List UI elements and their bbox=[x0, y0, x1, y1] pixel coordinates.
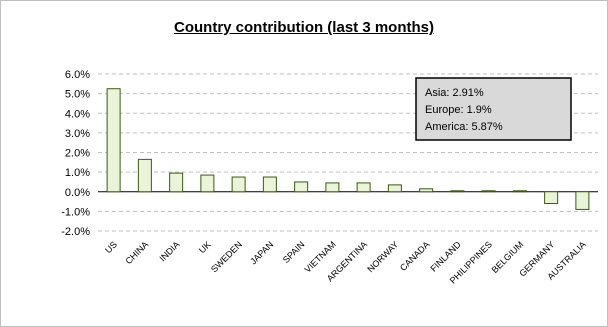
bar-argentina bbox=[356, 182, 371, 193]
x-category-label: INDIA bbox=[157, 239, 181, 263]
bar-japan bbox=[262, 176, 277, 193]
x-category-label: NORWAY bbox=[365, 239, 400, 274]
y-tick-label: -2.0% bbox=[61, 226, 90, 238]
y-tick-label: 5.0% bbox=[65, 89, 90, 101]
x-category-label: SPAIN bbox=[281, 239, 307, 265]
y-tick-label: 4.0% bbox=[65, 108, 90, 120]
x-category-label: CHINA bbox=[123, 239, 150, 266]
x-category-label: US bbox=[103, 239, 119, 255]
bars bbox=[106, 88, 590, 210]
x-category-label: CANADA bbox=[398, 239, 432, 273]
bar-australia bbox=[575, 191, 590, 210]
annotation-europe: Europe: 1.9% bbox=[425, 104, 492, 116]
x-category-label: JAPAN bbox=[248, 239, 275, 266]
bar-us bbox=[106, 88, 121, 193]
bar-philippines bbox=[481, 190, 496, 193]
bar-china bbox=[137, 158, 152, 193]
bar-india bbox=[169, 172, 184, 193]
x-category-label: UK bbox=[197, 239, 213, 255]
bar-spain bbox=[294, 181, 309, 193]
y-tick-label: 2.0% bbox=[65, 148, 90, 160]
y-tick-label: 6.0% bbox=[65, 69, 90, 81]
y-tick-label: 3.0% bbox=[65, 128, 90, 140]
y-tick-label: 0.0% bbox=[65, 187, 90, 199]
y-tick-label: -1.0% bbox=[61, 206, 90, 218]
annotation-box: Asia: 2.91% Europe: 1.9% America: 5.87% bbox=[415, 77, 572, 141]
annotation-asia: Asia: 2.91% bbox=[425, 87, 484, 99]
bar-sweden bbox=[231, 176, 246, 193]
annotation-america: America: 5.87% bbox=[425, 121, 503, 133]
bar-belgium bbox=[512, 190, 527, 193]
annotation-box-bg bbox=[415, 77, 572, 141]
bar-canada bbox=[419, 188, 434, 193]
bar-finland bbox=[450, 190, 465, 193]
y-axis-ticks: 6.0% 5.0% 4.0% 3.0% 2.0% 1.0% 0.0% -1.0% -2.0% bbox=[61, 69, 90, 238]
bar-vietnam bbox=[325, 182, 340, 193]
bar-norway bbox=[387, 184, 402, 193]
y-tick-label: 1.0% bbox=[65, 167, 90, 179]
x-category-label: SWEDEN bbox=[209, 239, 244, 274]
chart-title: Country contribution (last 3 months) bbox=[174, 19, 434, 36]
bar-germany bbox=[544, 191, 559, 205]
bar-uk bbox=[200, 174, 215, 193]
